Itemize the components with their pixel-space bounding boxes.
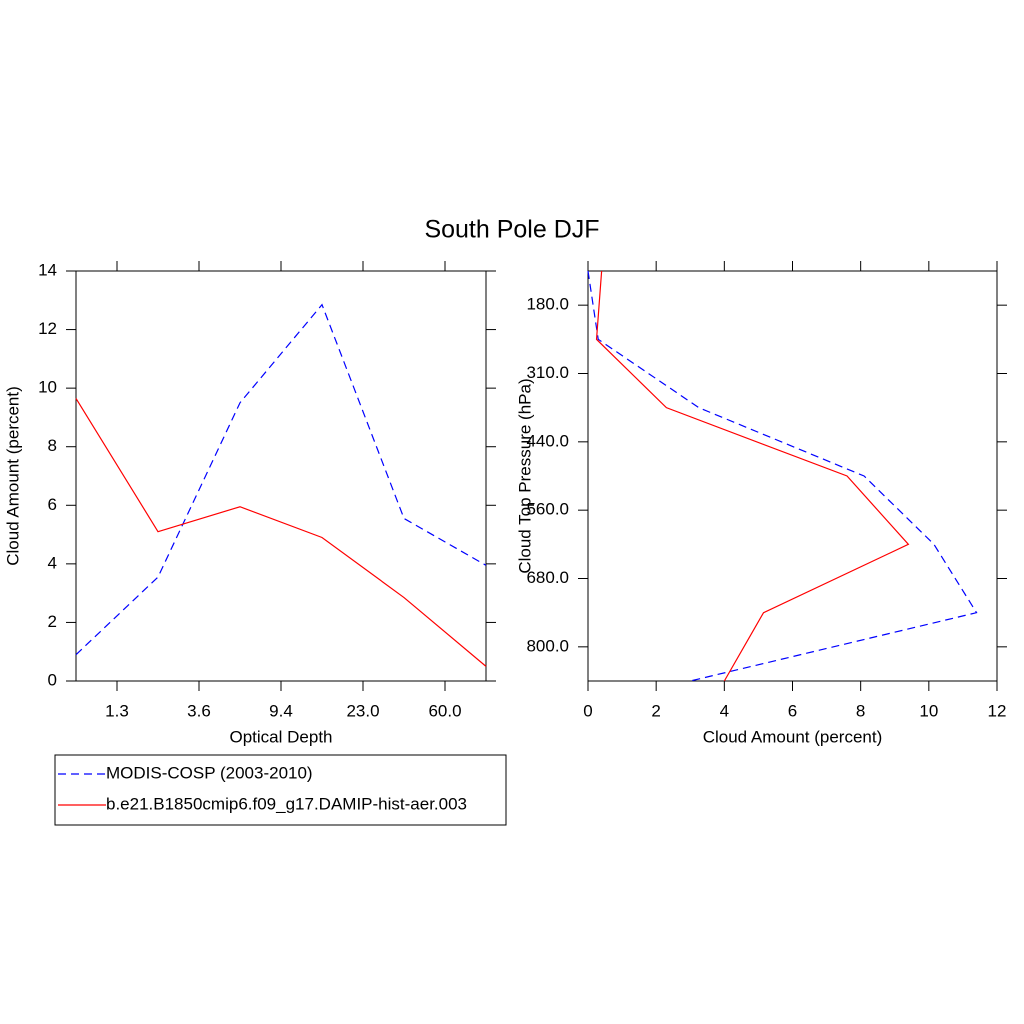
y-axis-label: Cloud Amount (percent) bbox=[3, 386, 22, 566]
legend-label: b.e21.B1850cmip6.f09_g17.DAMIP-hist-aer.… bbox=[106, 794, 467, 813]
x-tick-label: 10 bbox=[919, 701, 938, 720]
y-tick-label: 680.0 bbox=[526, 568, 569, 587]
x-axis-label: Optical Depth bbox=[230, 727, 333, 746]
y-tick-label: 560.0 bbox=[526, 500, 569, 519]
y-tick-label: 0 bbox=[48, 670, 57, 689]
x-tick-label: 6 bbox=[788, 701, 797, 720]
x-tick-label: 2 bbox=[651, 701, 660, 720]
x-tick-label: 9.4 bbox=[269, 701, 293, 720]
data-line bbox=[587, 270, 978, 682]
legend-box bbox=[54, 754, 507, 826]
x-axis-label: Cloud Amount (percent) bbox=[703, 727, 883, 746]
y-tick-label: 8 bbox=[48, 436, 57, 455]
x-tick-label: 60.0 bbox=[428, 701, 461, 720]
y-tick-label: 6 bbox=[48, 495, 57, 514]
x-tick-label: 8 bbox=[856, 701, 865, 720]
legend-label: MODIS-COSP (2003-2010) bbox=[106, 763, 313, 782]
data-line bbox=[75, 398, 487, 667]
y-tick-label: 440.0 bbox=[526, 431, 569, 450]
y-tick-label: 310.0 bbox=[526, 363, 569, 382]
y-tick-label: 2 bbox=[48, 612, 57, 631]
plot-frame bbox=[587, 270, 998, 682]
figure-title: South Pole DJF bbox=[424, 216, 599, 244]
y-tick-label: 10 bbox=[38, 378, 57, 397]
x-tick-label: 3.6 bbox=[187, 701, 211, 720]
plot-frame bbox=[75, 270, 487, 682]
x-tick-label: 12 bbox=[988, 701, 1007, 720]
y-tick-label: 4 bbox=[48, 553, 57, 572]
y-tick-label: 800.0 bbox=[526, 636, 569, 655]
data-line bbox=[595, 270, 910, 682]
y-axis-label: Cloud Top Pressure (hPa) bbox=[515, 378, 534, 573]
y-tick-label: 12 bbox=[38, 319, 57, 338]
x-tick-label: 0 bbox=[583, 701, 592, 720]
x-tick-label: 23.0 bbox=[346, 701, 379, 720]
y-tick-label: 14 bbox=[38, 260, 57, 279]
data-line bbox=[75, 303, 487, 656]
x-tick-label: 4 bbox=[720, 701, 729, 720]
x-tick-label: 1.3 bbox=[105, 701, 129, 720]
y-tick-label: 180.0 bbox=[526, 295, 569, 314]
